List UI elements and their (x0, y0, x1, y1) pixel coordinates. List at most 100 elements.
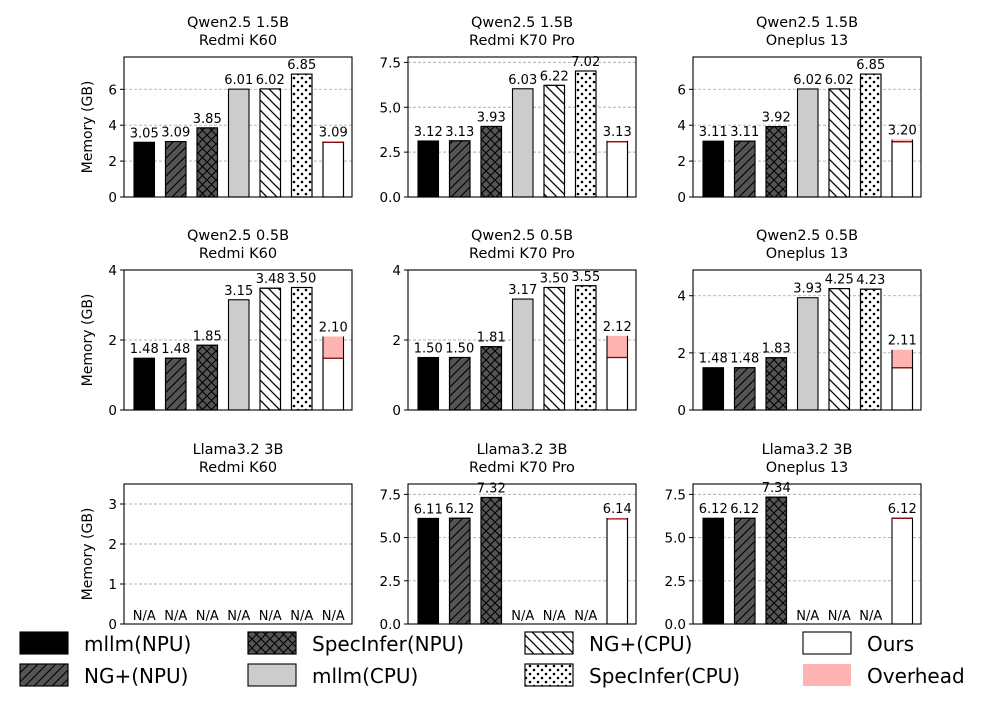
legend-label: SpecInfer(NPU) (312, 632, 464, 656)
legend-item-spec_cpu: SpecInfer(CPU) (524, 663, 740, 688)
bar-label: 7.34 (762, 481, 791, 496)
bar-label: 3.50 (287, 272, 316, 287)
chart-panel: Qwen2.5 1.5B Redmi K60 0 2 4 6 Memory (GB) 3.05… (80, 15, 353, 206)
y-tick-label: 0 (392, 403, 401, 419)
bar-hatch (574, 70, 597, 198)
y-axis-label: Memory (GB) (80, 508, 96, 601)
legend-item-spec_npu: SpecInfer(NPU) (247, 631, 464, 656)
bar-hatch (259, 287, 282, 411)
bar-label: 3.05 (130, 126, 159, 141)
legend-item-ng_cpu: NG+(CPU) (524, 631, 693, 656)
bar-label: 3.12 (414, 125, 443, 140)
bar-label: 3.55 (571, 270, 600, 285)
y-tick-label: 0 (677, 190, 686, 206)
bar (133, 141, 156, 198)
bar-label-na: N/A (574, 609, 597, 624)
bar-label: 1.50 (445, 342, 474, 357)
bar-label: 4.23 (856, 273, 885, 288)
chart-title-model: Qwen2.5 0.5B (756, 228, 858, 244)
bar-hatch (859, 73, 882, 198)
bar-overhead (892, 349, 913, 368)
chart-title-device: Redmi K60 (199, 246, 277, 262)
bar-label-na: N/A (290, 609, 313, 624)
bar-label: 3.93 (793, 282, 822, 297)
bar-label: 3.20 (888, 124, 917, 139)
bar-label: 6.12 (445, 502, 474, 517)
bar-label-na: N/A (227, 609, 250, 624)
legend-swatch-hatch (19, 663, 69, 687)
bar-label: 3.85 (193, 112, 222, 127)
legend-label: SpecInfer(CPU) (589, 664, 740, 688)
bar-label: 3.09 (319, 126, 348, 141)
bar-label: 1.81 (477, 331, 506, 346)
bar-hatch (480, 496, 503, 625)
chart-panel: Llama3.2 3B Redmi K70 Pro 0.0 2.5 5.0 7.5 6.11… (380, 442, 637, 633)
bar-ours (322, 357, 345, 411)
bar (417, 356, 440, 411)
bar-label: 7.02 (571, 55, 600, 70)
y-tick-label: 0.0 (380, 190, 401, 206)
bar (796, 297, 819, 411)
chart-title-model: Llama3.2 3B (762, 442, 853, 458)
bar-label: 1.83 (762, 342, 791, 357)
legend-swatch (19, 631, 69, 655)
legend-label: mllm(CPU) (312, 664, 418, 688)
legend-label: NG+(CPU) (589, 632, 693, 656)
bar-hatch (480, 125, 503, 198)
legend-item-mllm_cpu: mllm(CPU) (247, 663, 418, 688)
legend-swatch (803, 664, 851, 686)
y-tick-label: 4 (108, 118, 117, 134)
y-tick-label: 2 (677, 154, 686, 170)
plot-frame (692, 269, 922, 411)
y-tick-label: 4 (677, 118, 686, 134)
y-tick-label: 5.0 (380, 100, 401, 116)
bar-hatch (733, 140, 756, 198)
bar-label-na: N/A (322, 609, 345, 624)
bar-hatch (164, 140, 187, 198)
chart-title-device: Redmi K60 (199, 460, 277, 476)
y-tick-label: 5.0 (380, 531, 401, 547)
bar-hatch (543, 286, 566, 411)
bar-label-na: N/A (259, 609, 282, 624)
panels: Qwen2.5 1.5B Redmi K60 0 2 4 6 Memory (GB) 3.05… (80, 15, 922, 633)
bar-label-na: N/A (511, 609, 534, 624)
y-tick-label: 0.0 (665, 617, 686, 633)
bar-hatch (859, 288, 882, 411)
legend-swatch-hatch (524, 663, 574, 687)
bar-label: 3.11 (730, 125, 759, 140)
bar-label: 3.50 (540, 272, 569, 287)
bar-label: 1.48 (161, 342, 190, 357)
chart-title-device: Oneplus 13 (766, 246, 849, 262)
bar-label: 1.50 (414, 342, 443, 357)
chart-title-model: Qwen2.5 0.5B (471, 228, 573, 244)
chart-title-model: Qwen2.5 1.5B (756, 15, 858, 31)
chart-title-device: Redmi K70 Pro (469, 246, 575, 262)
bar-label: 6.02 (825, 73, 854, 88)
bar-overhead (607, 335, 628, 358)
y-tick-label: 2.5 (665, 574, 686, 590)
y-tick-label: 4 (677, 289, 686, 305)
chart-title-model: Qwen2.5 0.5B (187, 228, 289, 244)
y-tick-label: 0 (108, 617, 117, 633)
bar-label: 6.12 (888, 502, 917, 517)
y-tick-label: 7.5 (380, 487, 401, 503)
chart-title-device: Oneplus 13 (766, 460, 849, 476)
bar-label: 6.85 (287, 58, 316, 73)
bar-label: 3.13 (445, 125, 474, 140)
bar-label: 3.17 (508, 283, 537, 298)
bar-label: 2.11 (888, 334, 917, 349)
legend-swatch (247, 663, 297, 687)
legend-swatch-hatch (247, 631, 297, 655)
legend-label: Overhead (867, 664, 965, 688)
y-tick-label: 2 (677, 346, 686, 362)
bar-label: 1.85 (193, 329, 222, 344)
bar-label: 3.92 (762, 111, 791, 126)
chart-title-model: Llama3.2 3B (193, 442, 284, 458)
bar-label: 6.02 (793, 73, 822, 88)
bar-hatch (196, 127, 219, 198)
legend-label: Ours (867, 632, 914, 656)
bar-label: 3.48 (256, 272, 285, 287)
y-tick-label: 0 (677, 403, 686, 419)
y-tick-label: 2.5 (380, 145, 401, 161)
